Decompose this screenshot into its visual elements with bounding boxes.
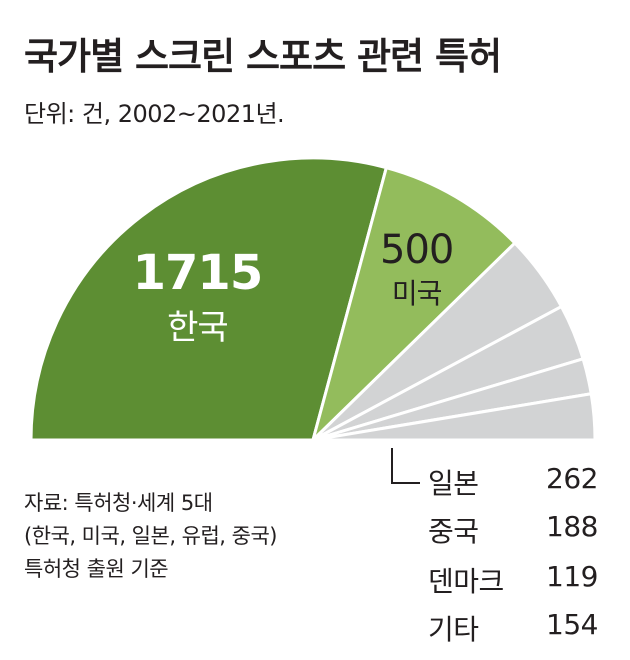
legend-label-denmark: 덴마크 [428,565,504,598]
slice-korea [29,156,388,442]
legend-leader-line [391,448,420,484]
source-line: 자료: 특허청·세계 5대 [24,491,213,515]
source-line: 특허청 출원 기준 [24,557,169,581]
legend-row-denmark: 덴마크 119 [428,560,598,600]
data-label-korea-name: 한국 [167,308,228,348]
source-note: 자료: 특허청·세계 5대 (한국, 미국, 일본, 유럽, 중국) 특허청 출… [24,487,278,586]
legend-row-others: 기타 154 [428,608,598,648]
legend-value-china: 188 [546,510,598,543]
slice-usa [311,166,517,442]
slice-others [311,392,597,442]
data-label-usa-value: 500 [380,227,453,273]
legend-value-denmark: 119 [546,560,598,593]
data-label-usa-name: 미국 [392,277,442,310]
legend-value-japan: 262 [546,462,598,495]
source-line: (한국, 미국, 일본, 유럽, 중국) [24,524,278,548]
chart-subtitle: 단위: 건, 2002~2021년. [24,100,285,128]
legend-label-china: 중국 [428,515,479,548]
data-label-korea-value: 1715 [133,245,263,301]
legend-label-others: 기타 [428,613,479,646]
chart-title: 국가별 스크린 스포츠 관련 특허 [24,35,502,78]
legend-value-others: 154 [546,608,598,641]
legend-row-japan: 일본 262 [428,462,598,502]
legend-label-japan: 일본 [428,467,479,500]
legend-row-china: 중국 188 [428,510,598,550]
